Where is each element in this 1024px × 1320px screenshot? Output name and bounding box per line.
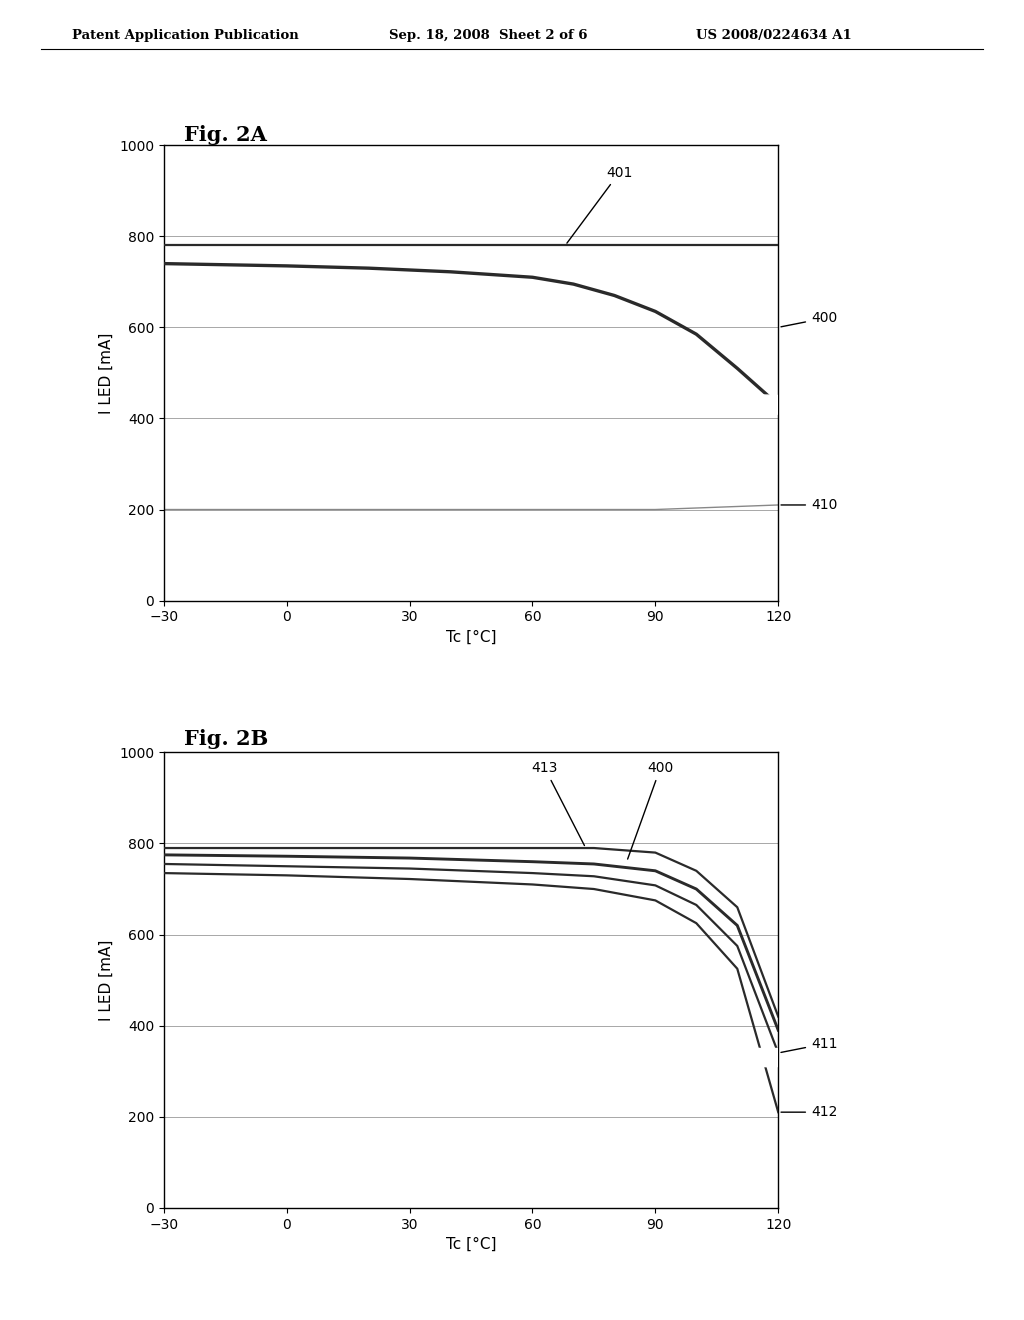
Text: 413: 413 — [531, 762, 585, 846]
Circle shape — [684, 1048, 848, 1067]
Text: 400: 400 — [781, 312, 838, 327]
Text: 411: 411 — [781, 1036, 838, 1052]
Y-axis label: I LED [mA]: I LED [mA] — [98, 333, 114, 413]
Text: 410: 410 — [781, 498, 838, 512]
Y-axis label: I LED [mA]: I LED [mA] — [98, 940, 114, 1020]
Text: Sep. 18, 2008  Sheet 2 of 6: Sep. 18, 2008 Sheet 2 of 6 — [389, 29, 588, 42]
Circle shape — [655, 395, 836, 414]
Text: Fig. 2A: Fig. 2A — [184, 125, 267, 145]
X-axis label: Tc [°C]: Tc [°C] — [445, 1237, 497, 1253]
X-axis label: Tc [°C]: Tc [°C] — [445, 630, 497, 645]
Text: Fig. 2B: Fig. 2B — [184, 729, 268, 748]
Text: 401: 401 — [567, 165, 633, 243]
Text: 400: 400 — [628, 762, 674, 859]
Text: 412: 412 — [781, 1105, 838, 1119]
Text: US 2008/0224634 A1: US 2008/0224634 A1 — [696, 29, 852, 42]
Text: Patent Application Publication: Patent Application Publication — [72, 29, 298, 42]
